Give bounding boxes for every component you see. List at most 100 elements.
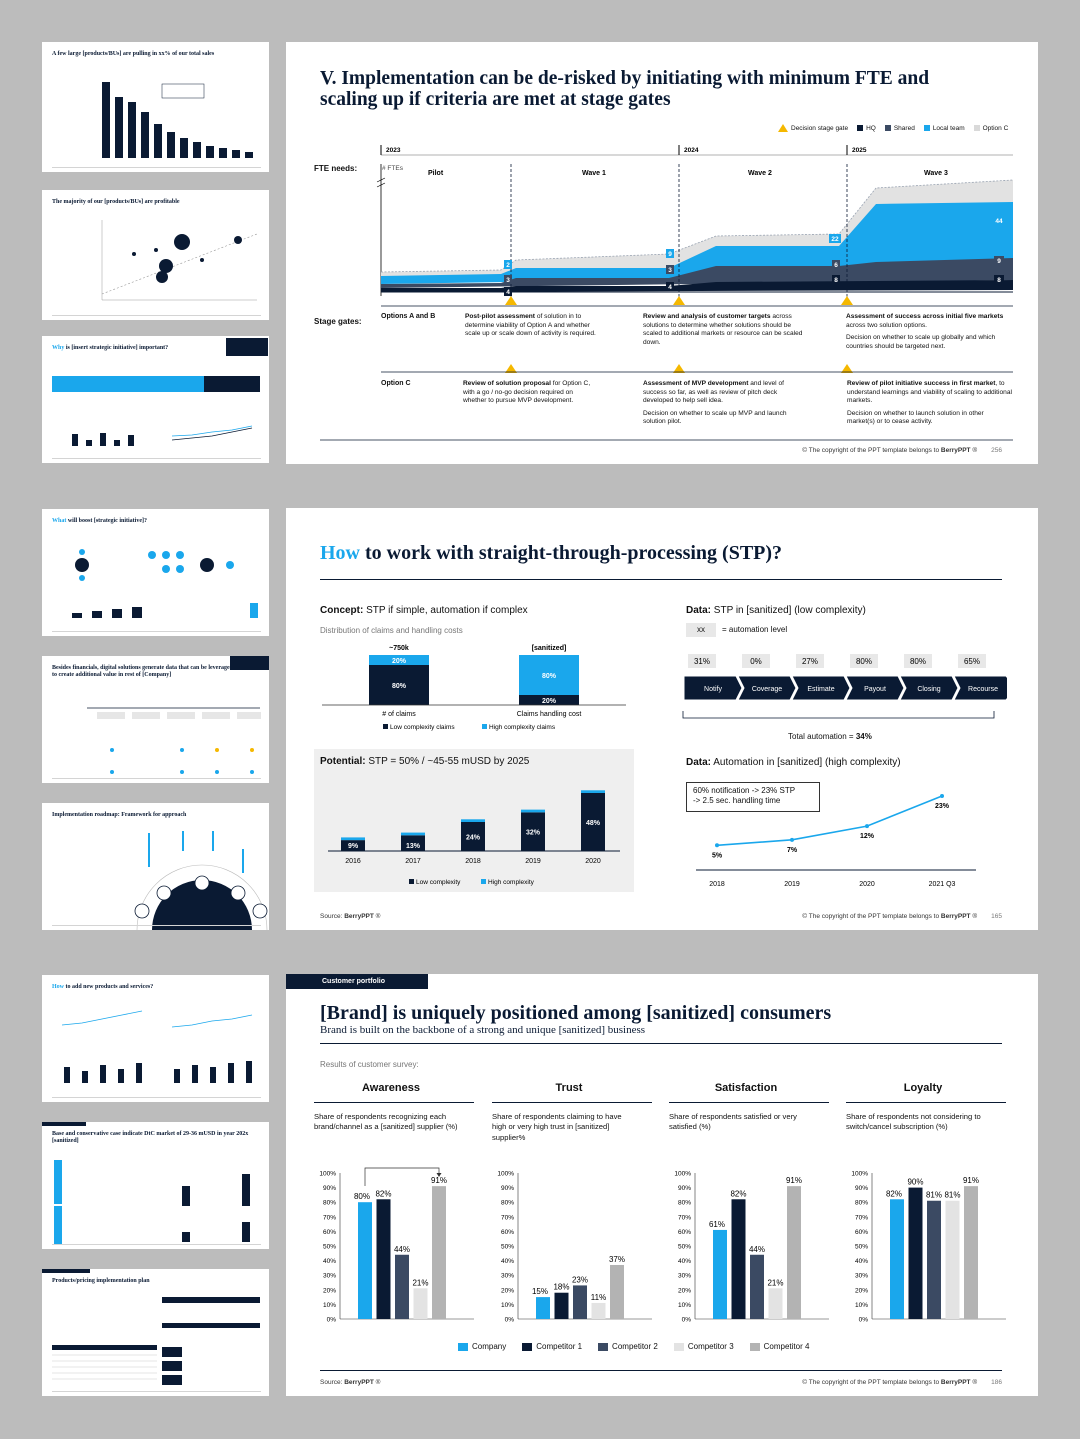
automation-line <box>716 795 943 847</box>
thumbnail-slide-1[interactable]: A few large [products/BUs] are pulling i… <box>42 42 269 172</box>
thumbnail-slide-3[interactable]: Why is [insert strategic initiative] imp… <box>42 336 269 463</box>
bar1-axis-label: # of claims <box>382 711 416 718</box>
survey-bar <box>413 1288 428 1319</box>
survey-chart: 0% 10% 20% 30% 40% 50% 60% 70% 80% 90% 100% 15% 18%2… <box>497 1171 652 1324</box>
automation-key: xx <box>686 623 716 637</box>
legend-label: Competitor 2 <box>612 1342 658 1351</box>
thumbnail-slide-2[interactable]: The majority of our [products/BUs] are p… <box>42 190 269 320</box>
survey-bar-label: 81% <box>926 1191 942 1200</box>
y-tick-label: 100% <box>319 1171 336 1178</box>
legend-swatch <box>522 1342 533 1351</box>
legend-item: Company <box>458 1342 506 1351</box>
thumbnail-slide-9[interactable]: Products/pricing implementation plan <box>42 1269 269 1396</box>
step-name: Recourse <box>968 686 998 693</box>
survey-bar-label: 80% <box>354 1192 370 1201</box>
title-rule <box>320 579 1002 580</box>
thumbnail-footer-line <box>52 1391 261 1392</box>
source: Source: BerryPPT ® <box>320 1379 381 1386</box>
panel-description: Share of respondents recognizing each br… <box>314 1112 458 1132</box>
area-shared <box>381 258 1013 288</box>
bar-label: 24% <box>466 835 481 842</box>
step-chevron <box>953 675 1017 701</box>
year-2025: 2025 <box>852 147 867 154</box>
thumbnail-slide-6[interactable]: Implementation roadmap: Framework for ap… <box>42 803 269 930</box>
step-automation-box <box>742 654 770 668</box>
stage-gates-label: Stage gates: <box>314 317 362 326</box>
thumbnail-chart <box>52 338 268 446</box>
thumbnail-footer-line <box>52 167 261 168</box>
survey-bar <box>395 1254 409 1319</box>
survey-bar <box>573 1285 587 1319</box>
survey-bar <box>554 1292 569 1319</box>
value-hq-wave2: 8 <box>834 277 838 284</box>
fte-chart: 2023 2024 2025 # FTEs Pilot Wave 1 Wave … <box>320 145 1014 441</box>
section-tag: Customer portfolio <box>286 974 428 989</box>
panel-description: Share of respondents claiming to have hi… <box>492 1112 622 1142</box>
gate-c-2: Assessment of MVP development and level … <box>643 380 787 426</box>
x-tick-label: 2021 Q3 <box>929 881 956 888</box>
point-label: 12% <box>860 833 875 840</box>
value-shared-wave2: 6 <box>834 262 838 269</box>
survey-label: Results of customer survey: <box>320 1060 419 1069</box>
bar-label: 32% <box>526 830 541 837</box>
y-tick-label: 70% <box>678 1214 691 1221</box>
survey-bar <box>768 1288 783 1319</box>
x-tick-label: 2018 <box>709 881 725 888</box>
legend-low-complexity: Low complexity <box>416 879 461 886</box>
step-name: Closing <box>917 686 940 693</box>
legend-label: Competitor 1 <box>536 1342 583 1351</box>
bar-low-complexity <box>341 840 365 851</box>
footer-rule <box>320 1370 1002 1371</box>
bar1-low-label: 80% <box>392 683 407 690</box>
legend-label: Competitor 3 <box>687 1342 734 1351</box>
thumbnail-footer-line <box>52 1244 261 1245</box>
thumbnail-slide-4[interactable]: What will boost [strategic initiative]? <box>42 509 269 636</box>
y-tick-label: 20% <box>501 1287 514 1294</box>
bar1-high <box>369 655 429 665</box>
legend-shared: Shared <box>884 125 915 132</box>
step-name: Notify <box>704 686 722 693</box>
bar2-axis-label: Claims handling cost <box>517 711 582 718</box>
slide-title: How to work with straight-through-proces… <box>320 542 783 564</box>
thumbnail-title: Base and conservative case indicate DtC … <box>52 1131 249 1145</box>
thumbnail-slide-7[interactable]: How to add new products and services? <box>42 975 269 1102</box>
legend-label: Competitor 4 <box>763 1342 810 1351</box>
panel-rule <box>846 1102 1006 1103</box>
legend-item: Competitor 2 <box>598 1342 658 1351</box>
y-tick-label: 90% <box>501 1185 514 1192</box>
copyright: © The copyright of the PPT template belo… <box>802 447 1002 454</box>
y-tick-label: 60% <box>855 1229 868 1236</box>
value-local-wave1: 9 <box>668 251 672 258</box>
thumbnail-chart <box>61 1010 253 1083</box>
panel-description: Share of respondents not considering to … <box>846 1112 981 1132</box>
thumbnail-title: Products/pricing implementation plan <box>52 1278 150 1284</box>
survey-bar <box>358 1202 372 1319</box>
y-tick-label: 40% <box>323 1258 336 1265</box>
source: Source: BerryPPT ® <box>320 913 381 920</box>
line-point <box>790 837 794 842</box>
thumbnail-slide-8[interactable]: Base and conservative case indicate DtC … <box>42 1122 269 1249</box>
bar2-high <box>519 655 579 695</box>
bar2-low <box>519 695 579 705</box>
phase-wave-3: Wave 3 <box>924 170 948 177</box>
survey-bar <box>890 1199 904 1319</box>
point-label: 7% <box>787 847 798 854</box>
y-tick-label: 20% <box>323 1287 336 1294</box>
survey-bar-label: 81% <box>944 1191 960 1200</box>
area-local-team <box>381 202 1013 284</box>
y-tick-label: 10% <box>678 1302 691 1309</box>
page-number: 256 <box>991 447 1002 454</box>
legend-swatch <box>458 1342 468 1351</box>
thumbnail-slide-5[interactable]: Besides financials, digital solutions ge… <box>42 656 269 783</box>
line-point <box>715 843 719 848</box>
survey-bar-label: 11% <box>591 1293 606 1302</box>
survey-chart: 0% 10% 20% 30% 40% 50% 60% 70% 80% 90% 100% 61% 82% 4… <box>674 1171 829 1324</box>
comparison-bracket <box>364 1167 440 1186</box>
legend-item: Competitor 1 <box>522 1342 582 1351</box>
slide-subtitle: Brand is built on the backbone of a stro… <box>320 1024 646 1036</box>
automation-line-chart: 5% 2018 7% 2019 12% 2020 23% 2021 Q3 <box>696 794 976 888</box>
y-tick-label: 30% <box>855 1273 868 1280</box>
legend-high-claims: High complexity claims <box>489 724 556 731</box>
y-tick-label: 40% <box>855 1258 868 1265</box>
survey-bar <box>591 1302 606 1319</box>
